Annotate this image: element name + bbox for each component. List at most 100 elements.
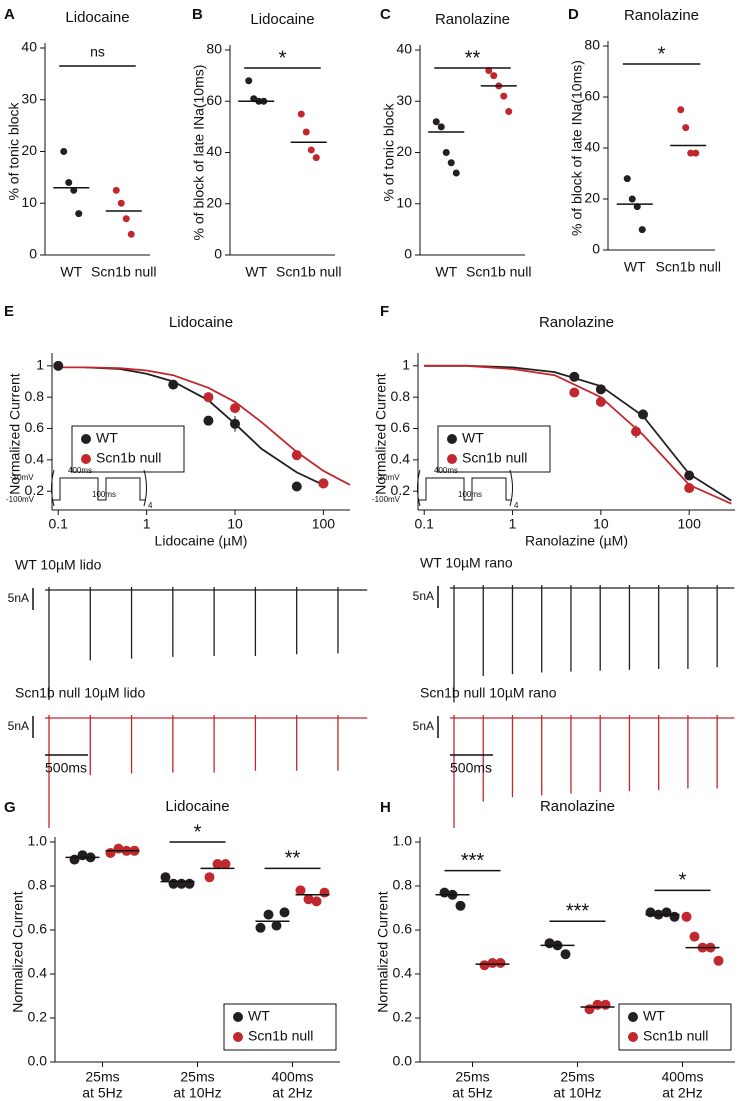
y-tick-label: 40 <box>21 39 37 55</box>
y-tick-label: 0.8 <box>391 388 411 404</box>
x-tick-label: at 10Hz <box>173 1085 221 1101</box>
data-point <box>220 859 231 869</box>
current-scale-label: 5nA <box>413 589 434 603</box>
data-point <box>437 123 445 131</box>
data-point <box>291 450 302 461</box>
trace-label: WT 10µM rano <box>420 555 513 571</box>
y-tick-label: 1.0 <box>393 833 413 849</box>
data-point <box>117 199 125 207</box>
data-point <box>303 894 314 905</box>
y-tick-label: 30 <box>21 90 37 106</box>
data-point <box>447 159 455 167</box>
data-point <box>271 920 282 931</box>
protocol-label: 400ms <box>434 466 458 475</box>
panel-title: Lidocaine <box>250 11 314 28</box>
x-tick-label: Scn1b null <box>466 264 531 280</box>
protocol-diagram <box>418 477 512 501</box>
protocol-label: -100mV <box>372 495 401 504</box>
protocol-label: 400ms <box>68 466 92 475</box>
data-point <box>318 478 329 489</box>
data-point <box>297 110 305 118</box>
y-tick-label: 10 <box>396 194 412 210</box>
trace-label: WT 10µM lido <box>15 557 102 573</box>
x-tick-label: Scn1b null <box>91 264 156 280</box>
legend-label: WT <box>643 1008 665 1024</box>
current-scale-label: 5nA <box>413 719 434 733</box>
data-point <box>687 149 695 157</box>
protocol-label: -100mV <box>6 495 35 504</box>
data-point <box>490 72 498 80</box>
x-tick-label: 1 <box>509 516 517 532</box>
y-tick-label: 40 <box>396 41 412 57</box>
data-point <box>432 118 440 126</box>
x-tick-label: 400ms <box>661 1069 703 1085</box>
y-tick-label: 0.2 <box>391 482 411 498</box>
x-tick-label: 100 <box>678 516 702 532</box>
data-point <box>495 958 506 968</box>
y-tick-label: 0.8 <box>28 877 48 893</box>
legend-marker <box>628 1012 638 1022</box>
data-point <box>230 418 241 429</box>
y-tick-label: 0.6 <box>28 921 48 937</box>
y-tick-label: 1 <box>402 357 410 373</box>
y-tick-label: 0 <box>404 246 412 262</box>
y-tick-label: 60 <box>206 92 222 108</box>
panel-label: H <box>380 799 391 816</box>
legend-marker <box>81 454 91 464</box>
data-point <box>669 911 680 922</box>
data-point <box>70 186 78 194</box>
protocol-diagram <box>52 477 146 501</box>
data-point <box>684 483 695 494</box>
significance-label: * <box>194 821 202 843</box>
x-tick-label: at 5Hz <box>82 1085 122 1101</box>
significance-label: * <box>679 870 687 892</box>
x-tick-label: WT <box>624 259 646 275</box>
legend-box <box>618 1003 732 1051</box>
panel-label: G <box>4 799 16 816</box>
y-tick-label: 80 <box>584 37 600 53</box>
protocol-bracket <box>51 469 147 507</box>
trace-label: Scn1b null 10µM lido <box>15 685 145 701</box>
y-tick-label: 0.0 <box>393 1053 413 1069</box>
significance-label: ** <box>285 848 301 870</box>
data-point <box>212 859 223 869</box>
y-tick-label: 0 <box>214 246 222 262</box>
fit-curve <box>58 366 351 486</box>
data-point <box>60 148 68 155</box>
time-scale-label: 500ms <box>450 760 492 776</box>
legend-label: WT <box>96 430 118 446</box>
legend-label: Scn1b null <box>643 1028 708 1044</box>
y-tick-label: 0.8 <box>25 388 45 404</box>
y-axis-label: % of tonic block <box>6 101 22 200</box>
legend-marker <box>447 454 457 464</box>
protocol-label: 4 <box>514 501 519 510</box>
x-tick-label: 25ms <box>85 1069 119 1085</box>
data-point <box>75 210 83 218</box>
protocol-bracket <box>417 469 513 507</box>
panel-title: Ranolazine <box>624 7 699 24</box>
x-axis-label: Ranolazine (µM) <box>525 533 628 549</box>
y-tick-label: 60 <box>584 88 600 104</box>
x-tick-label: 100 <box>312 516 336 532</box>
y-axis-label: % of block of late INa(10ms) <box>569 60 585 236</box>
x-tick-label: WT <box>245 264 267 280</box>
y-axis-label: Normalized Current <box>373 373 389 494</box>
data-point <box>569 387 580 398</box>
data-point <box>479 960 490 971</box>
y-axis-label: % of block of late INa(10ms) <box>191 65 207 241</box>
legend-label: WT <box>462 430 484 446</box>
x-tick-label: at 2Hz <box>662 1085 702 1101</box>
panel-label: E <box>4 303 14 320</box>
y-tick-label: 0.4 <box>391 451 411 467</box>
protocol-label: 100ms <box>458 490 482 499</box>
panel-label: D <box>568 6 579 23</box>
protocol-label: 100ms <box>92 490 116 499</box>
data-point <box>631 426 642 437</box>
x-tick-label: 400ms <box>271 1069 313 1085</box>
x-tick-label: 10 <box>227 516 243 532</box>
protocol-label: 4 <box>148 501 153 510</box>
data-point <box>53 360 64 371</box>
data-point <box>689 931 700 942</box>
legend-label: Scn1b null <box>462 450 527 466</box>
